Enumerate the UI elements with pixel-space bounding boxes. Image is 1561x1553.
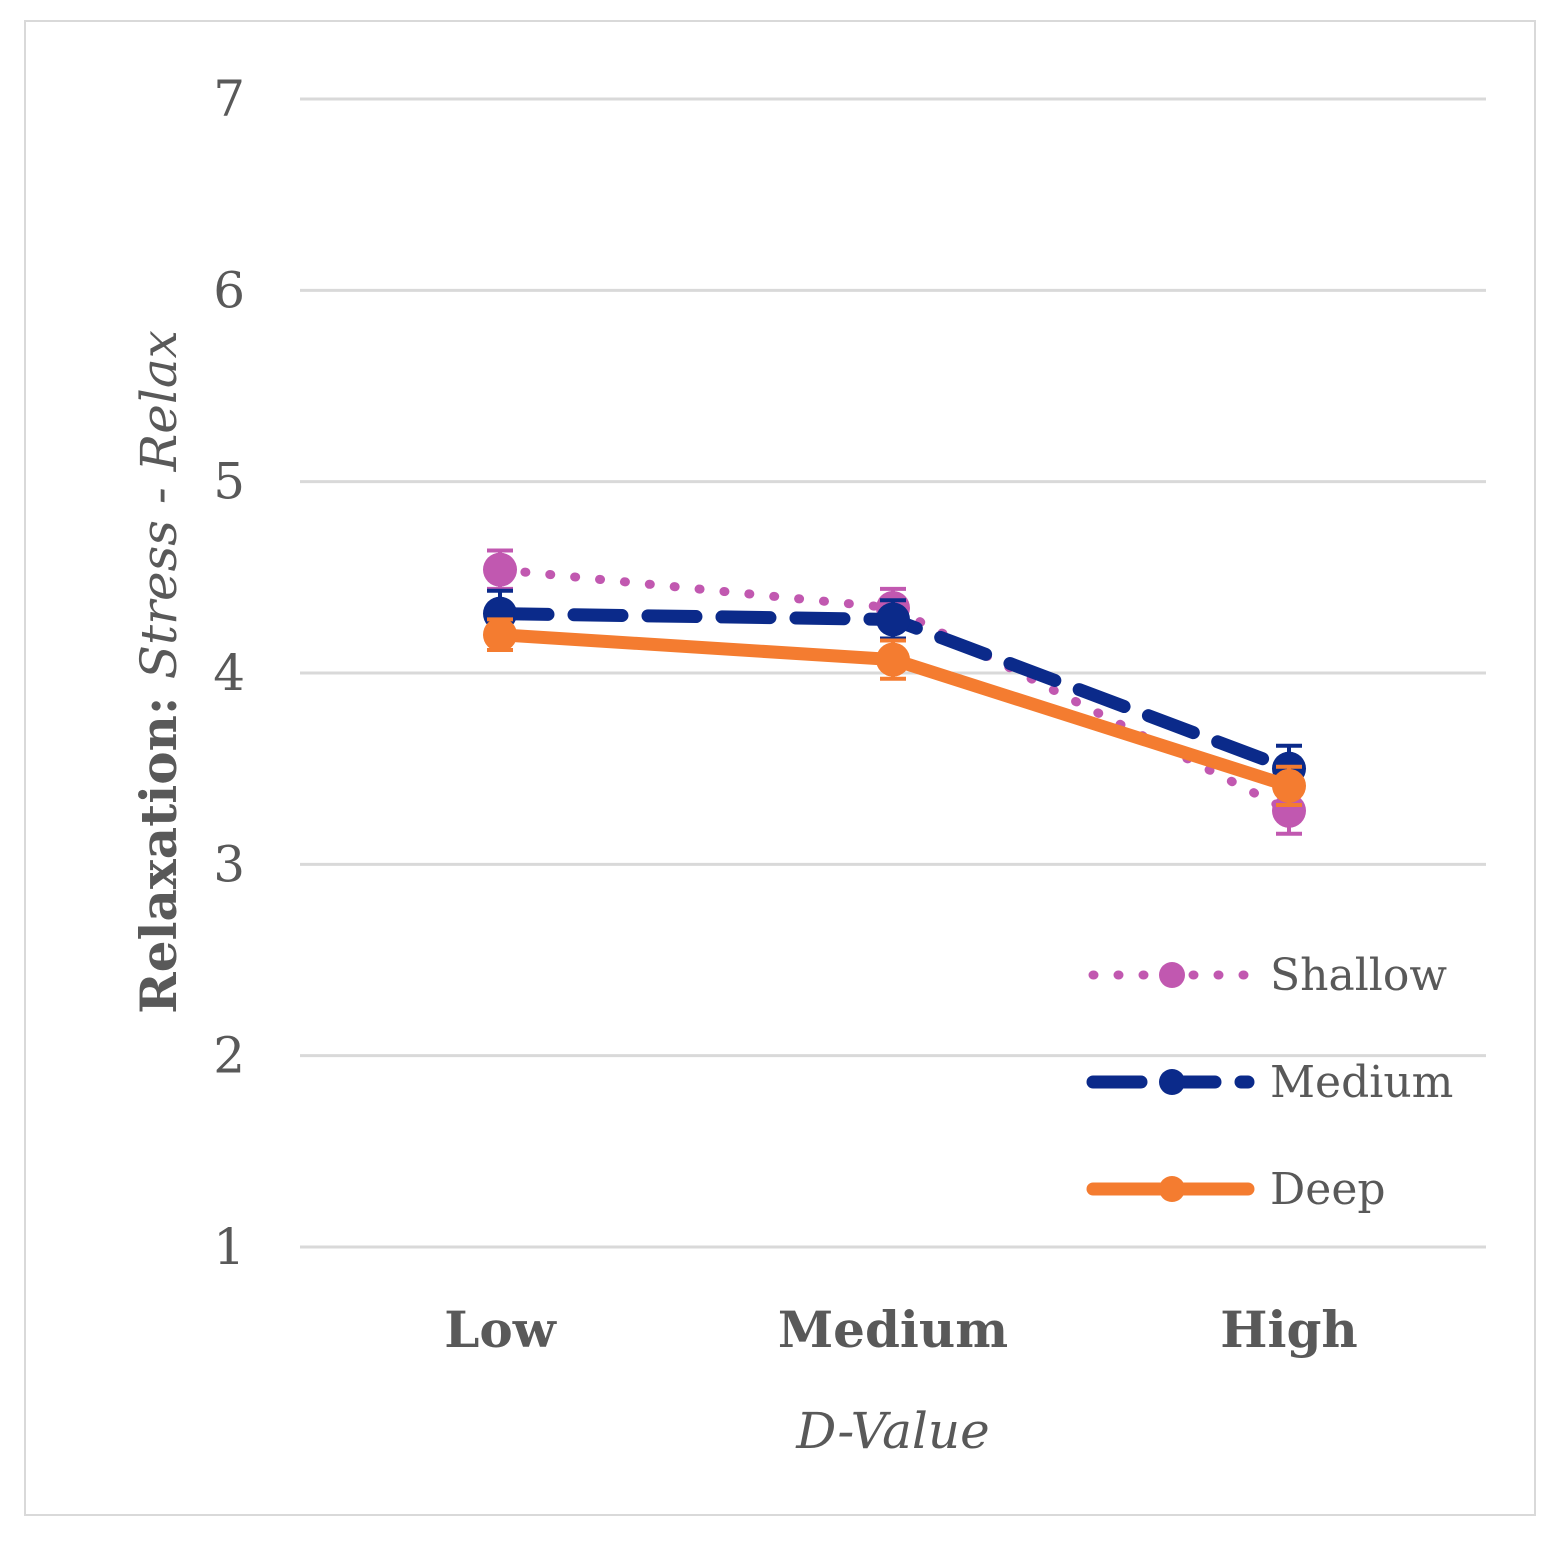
legend-item-medium: Medium [1086, 1057, 1453, 1108]
legend-marker [1159, 1069, 1185, 1095]
x-category-label: High [1220, 1300, 1358, 1359]
y-tick-label: 2 [213, 1027, 245, 1085]
x-axis-title: D-Value [795, 1402, 989, 1460]
y-tick-label: 3 [213, 835, 245, 893]
legend-marker [1159, 1176, 1185, 1202]
legend-item-deep: Deep [1086, 1164, 1386, 1215]
y-axis-title-italic: Stress - Relax [130, 330, 188, 679]
x-category-label: Low [444, 1300, 558, 1359]
series-deep [483, 617, 1306, 808]
y-axis-title-bold: Relaxation: [129, 679, 188, 1014]
series-layer [483, 548, 1306, 836]
legend-label: Deep [1270, 1164, 1386, 1215]
series-medium [483, 588, 1306, 794]
y-axis-title: Relaxation: Stress - Relax [129, 330, 188, 1014]
y-tick-label: 1 [213, 1218, 245, 1276]
data-point [1272, 768, 1306, 803]
x-axis-categories: Low Medium High [444, 1300, 1358, 1359]
legend-label: Medium [1270, 1057, 1453, 1108]
y-tick-label: 6 [213, 261, 245, 319]
data-point [876, 642, 910, 677]
y-tick-label: 5 [213, 453, 245, 511]
legend: Shallow Medium Deep [1086, 950, 1453, 1215]
gridlines [300, 97, 1486, 1249]
data-point [483, 617, 517, 652]
legend-label: Shallow [1270, 950, 1447, 1001]
series-shallow [483, 548, 1306, 836]
x-category-label: Medium [778, 1300, 1008, 1359]
y-tick-label: 4 [213, 644, 245, 702]
data-point [1272, 793, 1306, 828]
y-tick-label: 7 [213, 70, 245, 128]
legend-marker [1159, 962, 1185, 988]
data-point [483, 552, 517, 587]
y-axis-ticks: 1 2 3 4 5 6 7 [213, 70, 245, 1276]
legend-item-shallow: Shallow [1088, 950, 1447, 1001]
data-point [876, 602, 910, 637]
